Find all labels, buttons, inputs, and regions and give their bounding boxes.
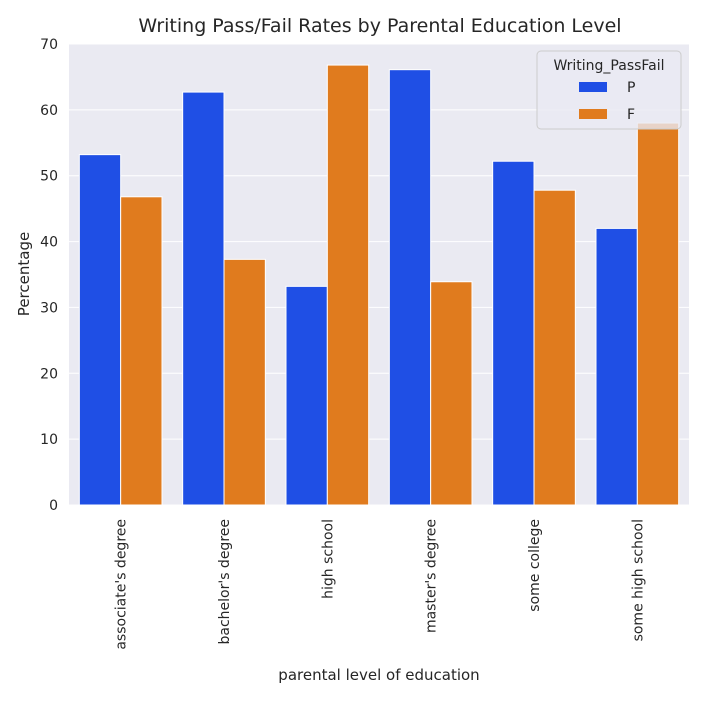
bar-p-4 bbox=[492, 160, 535, 506]
x-tick-label: some high school bbox=[630, 519, 646, 641]
y-axis-ticks: 0 10 20 30 40 50 60 70 bbox=[40, 37, 58, 514]
legend-swatch-f bbox=[579, 109, 607, 119]
y-tick-label: 0 bbox=[49, 498, 58, 514]
legend-title: Writing_PassFail bbox=[553, 58, 664, 74]
x-axis-ticks: associate's degree bachelor's degree high … bbox=[114, 519, 647, 650]
x-tick-label: bachelor's degree bbox=[217, 519, 233, 645]
x-tick-label: associate's degree bbox=[114, 519, 130, 650]
bar-f-1 bbox=[223, 258, 266, 506]
x-axis-label: parental level of education bbox=[278, 666, 479, 684]
bar-f-0 bbox=[120, 196, 163, 506]
chart-title: Writing Pass/Fail Rates by Parental Educ… bbox=[138, 15, 621, 37]
y-tick-label: 10 bbox=[40, 432, 58, 448]
y-tick-label: 30 bbox=[40, 300, 58, 316]
y-tick-label: 20 bbox=[40, 366, 58, 382]
bar-p-5 bbox=[595, 227, 638, 506]
bar-f-4 bbox=[533, 189, 576, 506]
legend-swatch-p bbox=[579, 82, 607, 92]
y-tick-label: 60 bbox=[40, 103, 58, 119]
x-tick-label: some college bbox=[527, 519, 543, 612]
bars bbox=[78, 64, 680, 506]
x-tick-label: high school bbox=[320, 519, 336, 599]
bar-f-3 bbox=[430, 281, 473, 506]
legend-box bbox=[536, 50, 682, 130]
y-tick-label: 50 bbox=[40, 169, 58, 185]
bar-p-0 bbox=[78, 154, 122, 506]
legend-label-p: P bbox=[627, 80, 635, 96]
x-tick-label: master's degree bbox=[424, 519, 440, 633]
bar-f-2 bbox=[326, 64, 370, 506]
y-tick-label: 40 bbox=[40, 235, 58, 251]
y-tick-label: 70 bbox=[40, 37, 58, 53]
bar-f-5 bbox=[636, 122, 680, 506]
bar-p-1 bbox=[182, 91, 225, 506]
bar-p-3 bbox=[388, 69, 432, 506]
bar-p-2 bbox=[285, 285, 328, 506]
legend-label-f: F bbox=[627, 107, 635, 123]
legend: Writing_PassFail P F bbox=[536, 50, 682, 130]
y-axis-label: Percentage bbox=[15, 232, 33, 316]
